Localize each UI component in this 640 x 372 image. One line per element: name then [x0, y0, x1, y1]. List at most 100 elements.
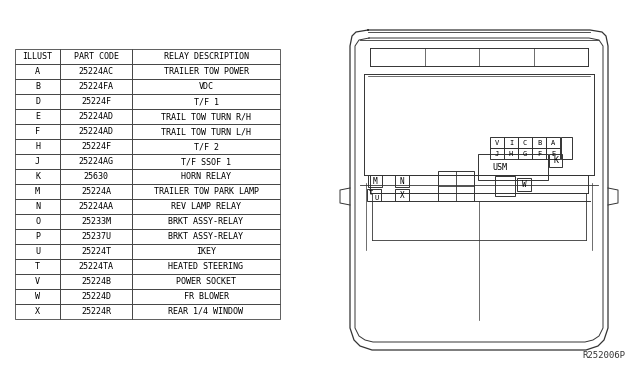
Bar: [60, 94, 132, 109]
Bar: [60, 154, 132, 169]
Text: H: H: [35, 142, 40, 151]
Text: C: C: [523, 140, 527, 145]
Bar: [15, 259, 60, 274]
Bar: [132, 229, 280, 244]
Bar: [478, 154, 548, 180]
Text: R252006P: R252006P: [582, 351, 625, 360]
Text: 25224T: 25224T: [81, 247, 111, 256]
Bar: [132, 214, 280, 229]
Bar: [132, 274, 280, 289]
Bar: [60, 199, 132, 214]
Bar: [15, 289, 60, 304]
Text: 25224AC: 25224AC: [79, 67, 113, 76]
Bar: [60, 169, 132, 184]
Bar: [60, 109, 132, 124]
Bar: [15, 169, 60, 184]
Bar: [15, 139, 60, 154]
Bar: [395, 189, 409, 201]
Text: ILLUST: ILLUST: [22, 52, 52, 61]
Text: W: W: [35, 292, 40, 301]
Bar: [60, 214, 132, 229]
Text: 25224B: 25224B: [81, 277, 111, 286]
Text: K: K: [553, 156, 558, 165]
Bar: [15, 184, 60, 199]
Bar: [15, 64, 60, 79]
Bar: [517, 178, 531, 191]
Text: VDC: VDC: [198, 82, 214, 91]
Bar: [15, 229, 60, 244]
Bar: [561, 137, 572, 159]
Text: 25224F: 25224F: [81, 97, 111, 106]
Bar: [15, 154, 60, 169]
Bar: [518, 137, 532, 148]
Text: 25224R: 25224R: [81, 307, 111, 316]
Text: TRAIL TOW TURN L/H: TRAIL TOW TURN L/H: [161, 127, 251, 136]
Bar: [15, 274, 60, 289]
Bar: [132, 289, 280, 304]
Bar: [132, 64, 280, 79]
Text: V: V: [35, 277, 40, 286]
Bar: [132, 124, 280, 139]
Bar: [60, 259, 132, 274]
Text: T/F SSOF 1: T/F SSOF 1: [181, 157, 231, 166]
Bar: [60, 124, 132, 139]
Bar: [15, 79, 60, 94]
Text: N: N: [35, 202, 40, 211]
Bar: [132, 244, 280, 259]
Bar: [15, 304, 60, 319]
Bar: [132, 109, 280, 124]
Text: I: I: [509, 140, 513, 145]
Text: FR BLOWER: FR BLOWER: [184, 292, 228, 301]
Text: 25224F: 25224F: [81, 142, 111, 151]
Bar: [495, 176, 515, 196]
Bar: [132, 259, 280, 274]
Text: B: B: [35, 82, 40, 91]
Bar: [15, 109, 60, 124]
Bar: [132, 79, 280, 94]
Text: RELAY DESCRIPTION: RELAY DESCRIPTION: [163, 52, 248, 61]
Bar: [60, 244, 132, 259]
Bar: [367, 189, 381, 201]
Bar: [504, 137, 518, 148]
Text: A: A: [35, 67, 40, 76]
Text: 25630: 25630: [83, 172, 109, 181]
Text: F: F: [537, 151, 541, 157]
Text: REAR 1/4 WINDOW: REAR 1/4 WINDOW: [168, 307, 243, 316]
Bar: [532, 148, 546, 159]
Text: U: U: [35, 247, 40, 256]
Text: 25224AG: 25224AG: [79, 157, 113, 166]
Bar: [546, 137, 560, 148]
Bar: [518, 148, 532, 159]
Bar: [504, 148, 518, 159]
Bar: [132, 199, 280, 214]
Text: H: H: [509, 151, 513, 157]
Text: 25224TA: 25224TA: [79, 262, 113, 271]
Text: N: N: [400, 176, 404, 186]
Text: PART CODE: PART CODE: [74, 52, 118, 61]
Text: P: P: [35, 232, 40, 241]
Text: D: D: [35, 97, 40, 106]
Text: 25224D: 25224D: [81, 292, 111, 301]
Text: 25237U: 25237U: [81, 232, 111, 241]
Text: 25224AD: 25224AD: [79, 112, 113, 121]
Bar: [132, 94, 280, 109]
Bar: [60, 79, 132, 94]
Text: J: J: [495, 151, 499, 157]
Bar: [532, 137, 546, 148]
Text: TRAIL TOW TURN R/H: TRAIL TOW TURN R/H: [161, 112, 251, 121]
Bar: [395, 175, 409, 187]
Bar: [15, 244, 60, 259]
Bar: [132, 184, 280, 199]
Text: E: E: [35, 112, 40, 121]
Text: USM: USM: [493, 163, 508, 171]
Text: W: W: [522, 180, 526, 189]
Text: E: E: [551, 151, 555, 157]
Bar: [132, 139, 280, 154]
Bar: [15, 214, 60, 229]
Text: X: X: [35, 307, 40, 316]
Text: M: M: [35, 187, 40, 196]
Text: V: V: [495, 140, 499, 145]
Text: A: A: [551, 140, 555, 145]
Text: TRAILER TOW PARK LAMP: TRAILER TOW PARK LAMP: [154, 187, 259, 196]
Text: REV LAMP RELAY: REV LAMP RELAY: [171, 202, 241, 211]
